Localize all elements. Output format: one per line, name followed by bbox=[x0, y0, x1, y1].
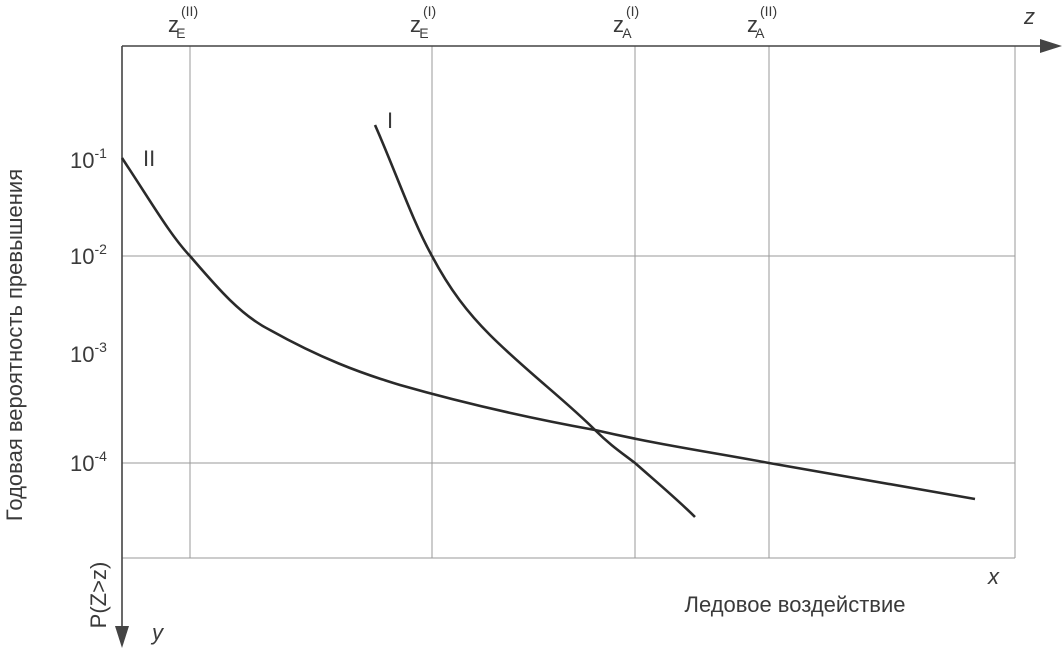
x-axis-title: Ледовое воздействие bbox=[685, 592, 906, 617]
z-tick-label: z(I) E bbox=[410, 3, 436, 41]
x-letter: x bbox=[987, 564, 1000, 589]
y-axis-title: Годовая вероятность превышения bbox=[2, 169, 27, 521]
curve-ii bbox=[120, 157, 976, 501]
curve-i bbox=[373, 124, 696, 518]
z-tick-label: z(I) A bbox=[613, 3, 639, 41]
curve-label: I bbox=[387, 108, 393, 133]
y-tick-label: 10-2 bbox=[70, 241, 107, 269]
y-tick-label: 10-3 bbox=[70, 339, 107, 367]
z-letter: z bbox=[1023, 4, 1035, 29]
z-arrow bbox=[1040, 39, 1062, 53]
axes bbox=[121, 45, 1052, 636]
curve-label: II bbox=[143, 146, 155, 171]
y-letter: y bbox=[150, 620, 165, 645]
y-tick-label: 10-1 bbox=[70, 145, 107, 173]
y-axis-symbol: P(Z>z) bbox=[86, 562, 111, 629]
y-tick-label: 10-4 bbox=[70, 448, 107, 476]
y-arrow bbox=[115, 626, 129, 648]
z-tick-label: z(II) E bbox=[168, 3, 198, 41]
z-tick-label: z(II) A bbox=[747, 3, 777, 41]
grid bbox=[122, 46, 1016, 559]
